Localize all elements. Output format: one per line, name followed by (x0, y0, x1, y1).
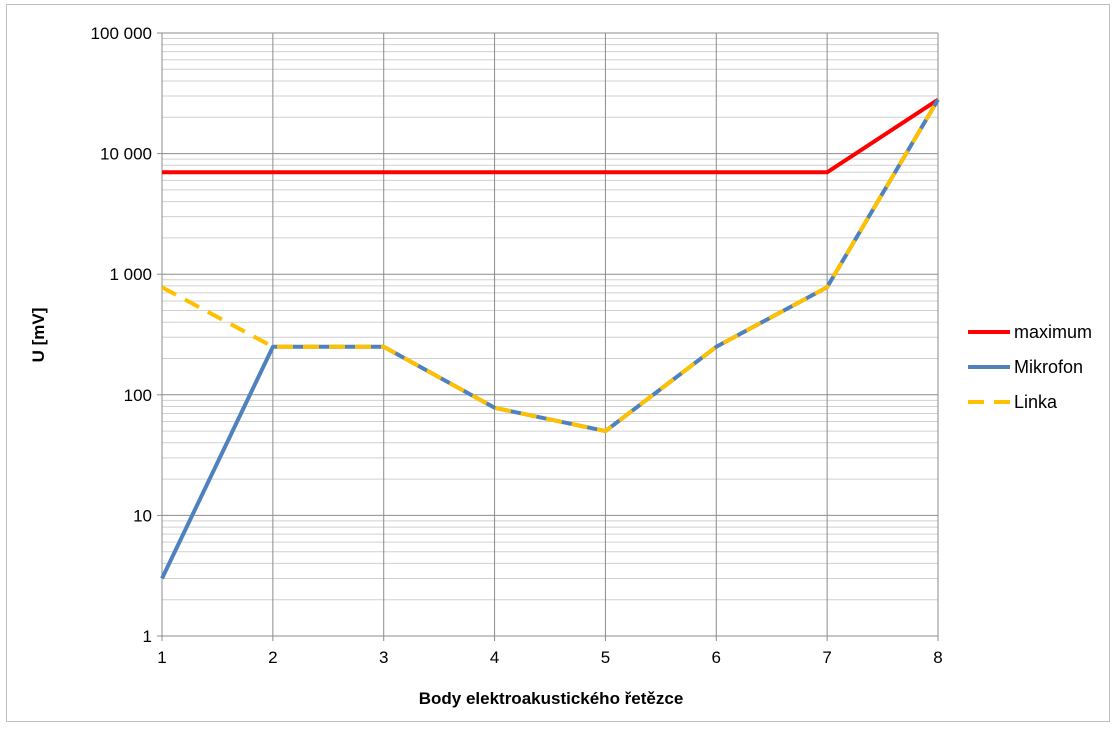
series-line-maximum (162, 98, 940, 175)
y-tick-label: 100 (124, 386, 152, 405)
y-tick-label: 10 (133, 506, 152, 525)
legend-label: Linka (1014, 392, 1058, 412)
axes (157, 32, 939, 641)
y-tick-label: 10 000 (100, 145, 152, 164)
legend-label: Mikrofon (1014, 357, 1083, 377)
x-tick-label: 7 (822, 648, 831, 667)
major-gridlines (161, 32, 939, 637)
y-tick-label: 1 000 (109, 265, 152, 284)
series-line-linka (161, 98, 940, 434)
x-tick-label: 1 (157, 648, 166, 667)
y-axis-title: U [mV] (29, 308, 48, 363)
series-layer (160, 98, 940, 580)
x-tick-label: 6 (712, 648, 721, 667)
y-tick-label: 100 000 (91, 24, 152, 43)
y-tick-labels: 1 10 100 1 000 10 000 100 000 (91, 24, 152, 646)
x-tick-label: 8 (933, 648, 942, 667)
legend-label: maximum (1014, 322, 1092, 342)
x-tick-label: 3 (379, 648, 388, 667)
x-axis-title: Body elektroakustického řetězce (419, 689, 684, 708)
x-tick-labels: 1 2 3 4 5 6 7 8 (157, 648, 942, 667)
x-tick-label: 4 (490, 648, 499, 667)
x-tick-label: 5 (601, 648, 610, 667)
legend: maximum Mikrofon Linka (968, 322, 1092, 412)
x-tick-label: 2 (268, 648, 277, 667)
y-tick-label: 1 (143, 627, 152, 646)
minor-gridlines (162, 38, 938, 601)
